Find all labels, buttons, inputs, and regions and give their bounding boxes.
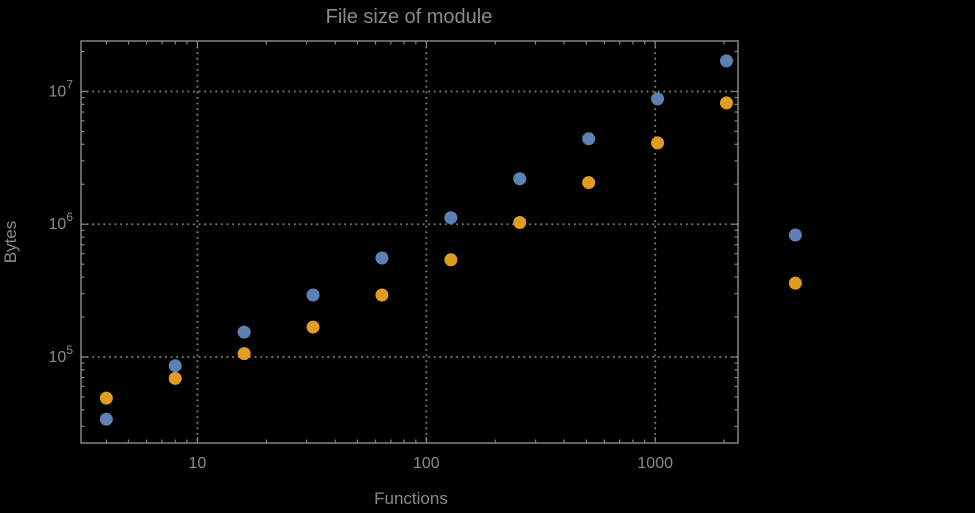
data-point-blue: [375, 251, 389, 265]
data-point-blue: [582, 132, 596, 146]
data-point-orange: [168, 371, 182, 385]
x-axis-label: Functions: [374, 489, 448, 508]
data-point-orange: [99, 391, 113, 405]
x-tick-label: 100: [413, 455, 440, 472]
data-point-blue: [788, 228, 802, 242]
data-point-orange: [375, 288, 389, 302]
data-point-orange: [582, 176, 596, 190]
data-point-orange: [237, 347, 251, 361]
data-point-blue: [719, 54, 733, 68]
data-point-blue: [168, 359, 182, 373]
y-tick-label: 107: [49, 77, 74, 100]
plot-frame: [80, 40, 739, 444]
data-point-orange: [444, 253, 458, 267]
data-point-orange: [306, 320, 320, 334]
data-point-blue: [651, 92, 665, 106]
y-axis-label: Bytes: [1, 221, 20, 264]
x-tick-label: 10: [189, 455, 207, 472]
data-point-blue: [237, 325, 251, 339]
y-tick-label: 105: [49, 343, 74, 366]
chart-title: File size of module: [326, 6, 493, 28]
data-point-blue: [99, 412, 113, 426]
y-tick-label: 106: [49, 210, 74, 233]
x-tick-label: 1000: [637, 455, 673, 472]
axis-ticks: [81, 41, 738, 443]
data-point-orange: [719, 96, 733, 110]
data-point-orange: [788, 276, 802, 290]
data-point-blue: [444, 211, 458, 225]
y-tick-labels: 105 106 107: [49, 77, 74, 366]
data-point-blue: [513, 172, 527, 186]
data-point-blue: [306, 288, 320, 302]
x-tick-labels: 10 100 1000: [189, 455, 674, 472]
data-points: [99, 54, 802, 426]
data-point-orange: [513, 216, 527, 230]
data-point-orange: [651, 136, 665, 150]
